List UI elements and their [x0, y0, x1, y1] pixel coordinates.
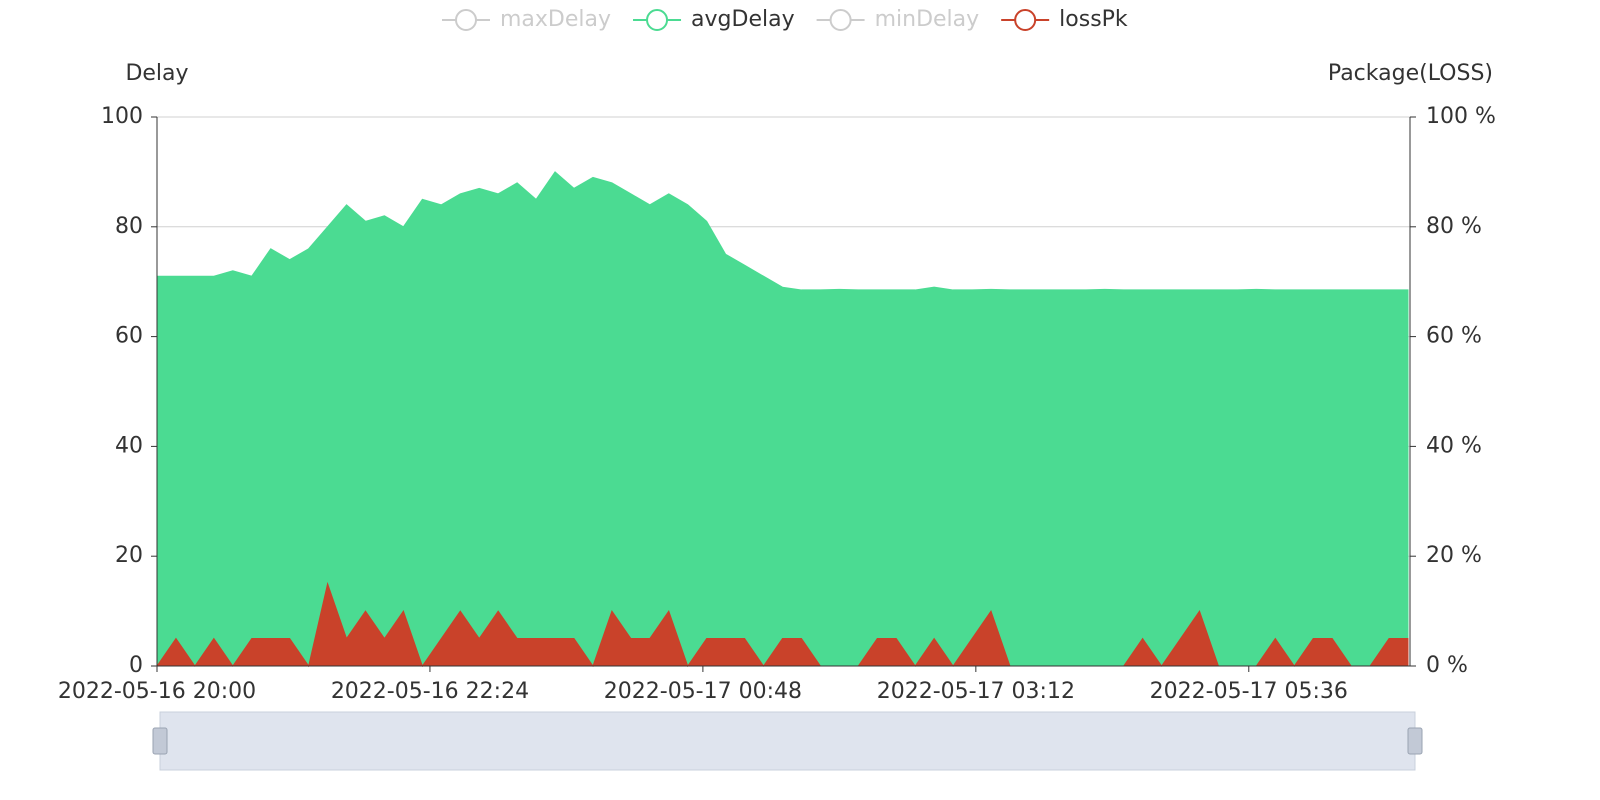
zoom-handle[interactable] — [1407, 727, 1423, 755]
data-zoom[interactable] — [152, 711, 1423, 771]
x-tick-label: 2022-05-17 03:12 — [877, 679, 1075, 704]
x-tick-label: 2022-05-17 00:48 — [604, 679, 802, 704]
legend-label: avgDelay — [691, 7, 795, 32]
legend-item[interactable]: minDelay — [816, 7, 980, 32]
y-tick-label: 40 — [115, 433, 143, 458]
x-tick-label: 2022-05-16 20:00 — [58, 679, 256, 704]
x-tick-label: 2022-05-16 22:24 — [331, 679, 529, 704]
y2-tick-label: 0 % — [1426, 653, 1468, 678]
y2-tick-label: 60 % — [1426, 324, 1482, 349]
legend-item[interactable]: maxDelay — [442, 7, 611, 32]
legend-symbol — [455, 9, 477, 31]
legend-symbol — [1014, 9, 1037, 31]
zoom-handle[interactable] — [152, 727, 168, 755]
legend-label: lossPk — [1059, 7, 1128, 32]
y2-tick-label: 40 % — [1426, 433, 1482, 458]
zoom-window[interactable] — [159, 711, 1416, 771]
legend-item[interactable]: lossPk — [1001, 7, 1128, 32]
y-tick-label: 60 — [115, 324, 143, 349]
series-area — [156, 171, 1409, 667]
y-axis-label: Delay — [125, 61, 188, 86]
y-tick-label: 100 — [101, 104, 143, 129]
y2-tick-label: 100 % — [1426, 104, 1496, 129]
legend-label: minDelay — [875, 7, 980, 32]
y-tick-label: 80 — [115, 214, 143, 239]
legend-symbol — [829, 9, 852, 31]
y2-tick-label: 80 % — [1426, 214, 1482, 239]
y-tick-label: 20 — [115, 543, 143, 568]
legend-symbol — [646, 9, 669, 31]
y2-axis-label: Package(LOSS) — [1328, 61, 1493, 86]
legend-label: maxDelay — [500, 7, 611, 32]
x-tick-label: 2022-05-17 05:36 — [1150, 679, 1348, 704]
y2-tick-label: 20 % — [1426, 543, 1482, 568]
legend-item[interactable]: avgDelay — [633, 7, 795, 32]
y-tick-label: 0 — [129, 653, 143, 678]
